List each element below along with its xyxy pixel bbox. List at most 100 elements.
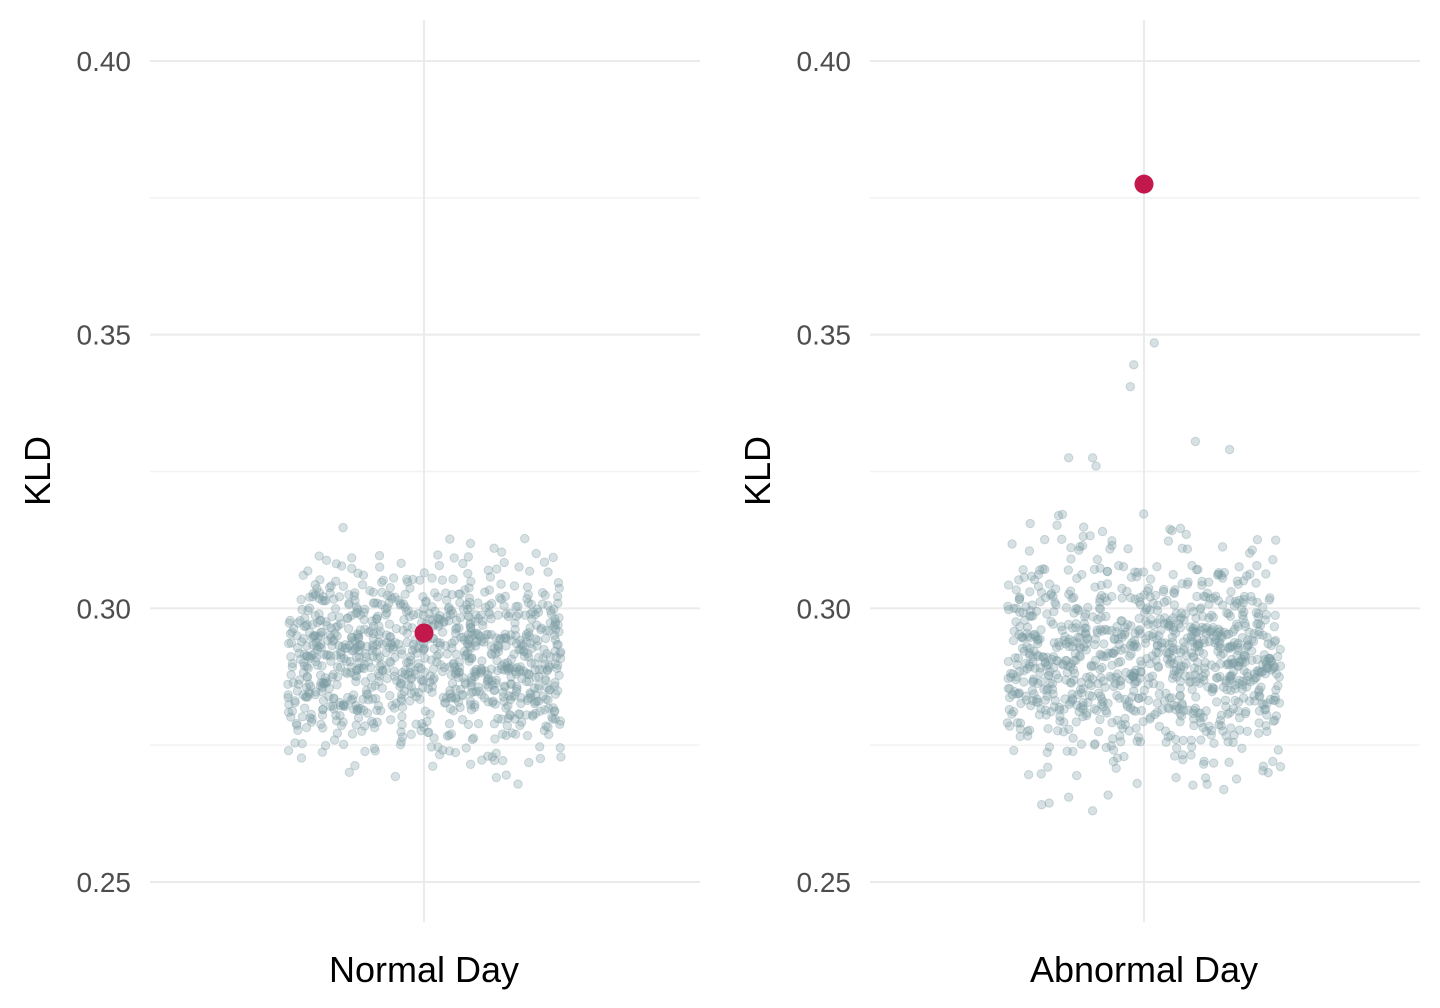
data-point [482,679,492,690]
data-point [455,684,466,695]
data-point [1240,708,1251,719]
data-point [1159,612,1170,623]
data-point [388,573,399,583]
data-point [1179,615,1189,625]
data-point [1204,577,1214,587]
data-point [447,643,457,653]
data-point [1033,651,1044,662]
data-point [1201,706,1211,716]
data-point [460,651,471,661]
data-point [1223,709,1233,719]
data-point [531,620,542,630]
data-point [324,683,334,694]
data-point [549,604,559,614]
data-point [1207,686,1217,697]
data-point [1196,603,1206,613]
data-point [366,672,377,683]
data-point [541,625,551,635]
data-point [1237,743,1247,754]
data-point [440,697,451,708]
data-point [1076,626,1086,636]
data-point [335,697,345,708]
data-point [1198,671,1209,682]
data-point [373,611,383,621]
data-point [515,664,525,675]
data-point [1080,612,1090,622]
data-point [345,656,355,667]
data-point [490,648,501,659]
data-point [316,639,326,650]
data-point [1264,595,1274,605]
data-point [1131,723,1141,733]
data-point [1214,720,1224,730]
data-point [418,592,428,602]
data-point [1064,634,1075,645]
data-point [502,664,512,674]
background-points [283,522,566,789]
data-point [350,760,360,771]
data-point [1025,518,1035,529]
outlier-point [1087,453,1098,463]
data-point [1152,618,1162,628]
data-point [1208,612,1219,622]
data-point [356,640,366,650]
outlier-point [1149,338,1159,348]
data-point [501,661,512,672]
data-point [519,666,529,676]
data-point [1191,564,1202,575]
data-point [520,610,530,620]
data-point [539,557,550,567]
data-point [1092,628,1103,638]
data-point [376,577,387,587]
data-point [351,665,362,675]
data-point [1227,670,1237,681]
data-point [1177,750,1188,760]
data-point [1040,658,1050,668]
data-point [499,665,510,675]
data-point [1095,664,1105,674]
data-point [400,665,411,675]
data-point [527,710,538,720]
data-point [1103,648,1113,658]
data-point [1266,640,1276,651]
data-point [459,646,470,657]
data-point [468,687,478,697]
data-point [1274,672,1284,682]
data-point [1174,703,1184,714]
data-point [1036,769,1046,779]
data-point [517,674,527,684]
data-point [1097,626,1108,636]
data-point [1033,581,1044,592]
data-point [535,742,545,752]
data-point [454,657,464,667]
data-point [1146,614,1156,625]
data-point [550,659,560,669]
data-point [334,592,345,602]
data-point [1046,616,1056,627]
data-point [543,600,553,611]
data-point [302,641,312,651]
data-point [1148,632,1158,642]
data-point [505,694,516,705]
data-point [351,652,362,662]
data-point [1025,606,1036,616]
data-point [1265,694,1276,705]
data-point [530,690,541,700]
data-point [533,683,544,694]
data-point [1179,645,1189,655]
data-point [544,729,554,740]
data-point [514,645,524,655]
data-point [1179,662,1189,672]
data-point [376,706,386,716]
data-point [393,639,404,649]
data-point [1254,718,1264,728]
data-point [1036,676,1046,687]
data-point [1167,637,1178,647]
data-point [1208,593,1219,603]
data-point [1144,673,1155,683]
data-point [538,691,548,702]
data-point [1228,658,1239,668]
data-point [510,729,521,740]
data-point [342,613,353,624]
data-point [362,641,373,652]
